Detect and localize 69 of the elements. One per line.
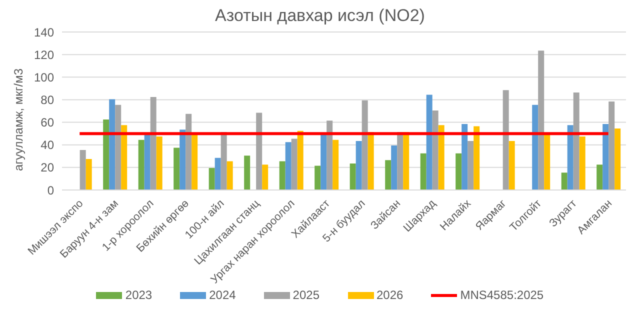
y-tick-label: 0: [47, 183, 54, 198]
bar: [156, 136, 162, 190]
bar: [332, 140, 339, 190]
bar: [121, 125, 128, 190]
bar: [103, 120, 110, 190]
y-tick-label: 40: [40, 138, 54, 152]
bar: [420, 153, 426, 190]
bar: [538, 50, 544, 190]
bar: [502, 90, 509, 190]
bar: [544, 134, 550, 190]
legend-label: 2026: [376, 288, 404, 302]
y-tick-label: 140: [34, 25, 54, 40]
bar: [214, 158, 221, 190]
legend-label: MNS4585:2025: [460, 288, 544, 302]
y-tick-label: 60: [40, 116, 54, 130]
bar: [256, 112, 262, 190]
bar: [80, 150, 86, 190]
bar: [192, 133, 198, 190]
bar: [602, 124, 609, 190]
bar: [144, 133, 150, 190]
bar: [115, 104, 122, 190]
bar: [426, 94, 432, 190]
bar: [391, 145, 398, 190]
legend-label: 2023: [125, 288, 152, 302]
bar: [291, 138, 298, 190]
bar: [150, 96, 156, 190]
bar: [567, 125, 574, 190]
bar: [561, 172, 568, 190]
bar: [508, 140, 515, 190]
chart-title: Азотын давхар исэл (NO2): [214, 6, 426, 26]
y-tick-label: 100: [34, 70, 54, 84]
y-tick-label: 20: [40, 160, 54, 175]
bar: [109, 99, 116, 190]
bar: [573, 92, 580, 190]
bar: [297, 130, 304, 190]
bar: [314, 166, 321, 190]
bar: [174, 148, 180, 190]
bar: [350, 164, 356, 190]
bar: [456, 153, 462, 190]
bar: [432, 110, 438, 190]
bar: [468, 140, 474, 190]
bar: [244, 156, 250, 190]
bar: [180, 130, 186, 190]
bar: [86, 159, 92, 190]
bar: [279, 161, 286, 190]
y-axis-title: агуулламж, мкг/м3: [11, 68, 26, 171]
y-tick-label: 120: [34, 48, 54, 62]
bar: [596, 164, 603, 190]
bar: [614, 128, 621, 190]
bar: [326, 120, 333, 190]
bar: [138, 140, 144, 190]
bar: [608, 101, 615, 190]
y-tick-label: 80: [40, 92, 54, 107]
bar: [356, 140, 362, 190]
bar: [385, 160, 392, 190]
bar: [462, 124, 468, 190]
bar: [226, 161, 233, 190]
legend-label: 2025: [292, 288, 320, 302]
bar: [532, 104, 538, 190]
bar: [579, 136, 586, 190]
bar: [208, 168, 215, 190]
bar: [320, 133, 327, 190]
bar: [262, 164, 268, 190]
legend-label: 2024: [209, 288, 236, 302]
bar: [438, 125, 444, 190]
bar: [362, 100, 368, 190]
bar: [186, 114, 192, 190]
bar: [285, 142, 292, 190]
bar: [474, 126, 480, 190]
